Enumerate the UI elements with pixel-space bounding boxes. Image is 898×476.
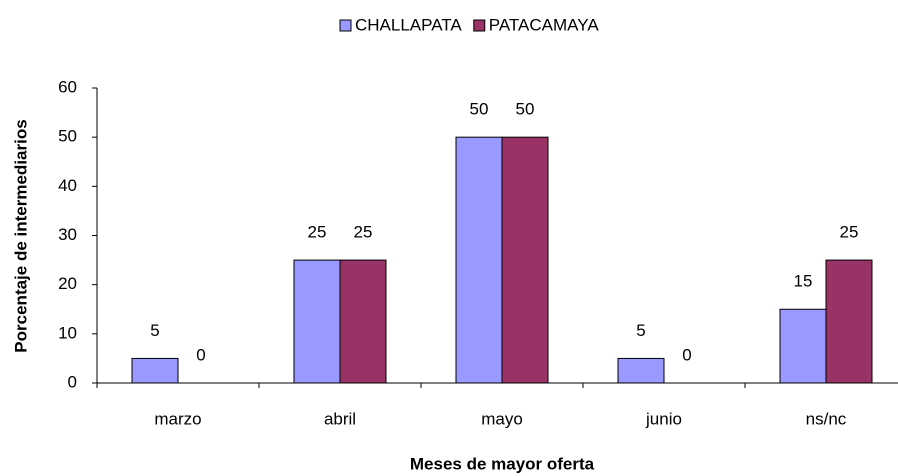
value-label: 25: [308, 223, 327, 242]
y-tick-label: 10: [58, 323, 77, 342]
y-tick-label: 50: [58, 127, 77, 146]
x-axis-title: Meses de mayor oferta: [410, 454, 595, 473]
x-tick-label: ns/nc: [806, 409, 847, 428]
y-tick-label: 30: [58, 225, 77, 244]
legend-label: CHALLAPATA: [355, 15, 462, 34]
bar: [293, 259, 341, 384]
value-label: 25: [354, 223, 373, 242]
x-tick-label: junio: [645, 409, 682, 428]
legend-swatch: [339, 19, 352, 32]
value-label: 25: [840, 223, 859, 242]
x-tick-label: marzo: [154, 409, 201, 428]
value-label: 50: [470, 100, 489, 119]
value-label: 15: [794, 272, 813, 291]
bar: [825, 259, 873, 384]
bar: [617, 357, 665, 384]
y-tick-label: 20: [58, 274, 77, 293]
bar: [501, 136, 549, 384]
value-label: 5: [150, 321, 159, 340]
y-tick-label: 60: [58, 77, 77, 96]
bar: [779, 308, 827, 384]
value-label: 5: [636, 321, 645, 340]
value-label: 50: [516, 100, 535, 119]
legend-swatch: [473, 19, 486, 32]
value-label: 0: [682, 345, 691, 364]
y-tick-label: 40: [58, 176, 77, 195]
value-label: 0: [196, 345, 205, 364]
x-tick-label: mayo: [481, 409, 523, 428]
bar: [455, 136, 503, 384]
y-axis-title: Porcentaje de intermediarios: [11, 119, 30, 352]
y-tick-label: 0: [68, 372, 77, 391]
legend-label: PATACAMAYA: [489, 15, 600, 34]
x-tick-label: abril: [324, 409, 356, 428]
bar: [131, 357, 179, 384]
bar: [339, 259, 387, 384]
